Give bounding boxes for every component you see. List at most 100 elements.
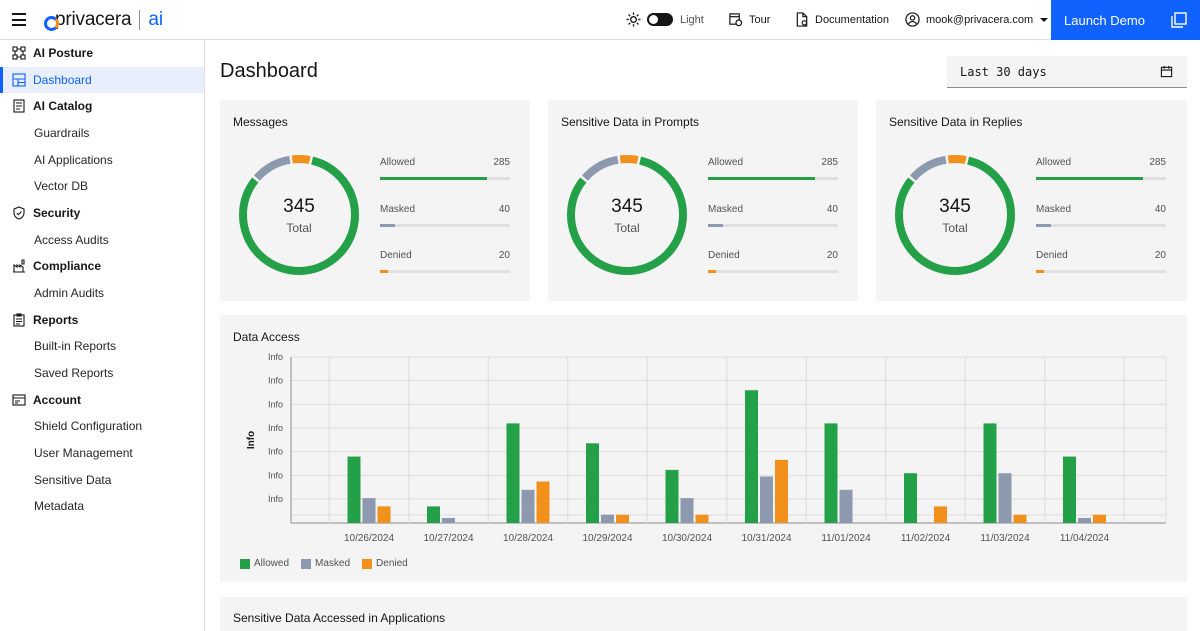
y-tick-label: Info	[268, 447, 283, 457]
bar-masked-11/04/2024[interactable]	[1078, 518, 1091, 523]
x-tick-label: 10/26/2024	[344, 533, 394, 544]
legend-swatch	[240, 558, 250, 569]
x-tick-label: 10/31/2024	[741, 533, 791, 544]
bar-denied-10/31/2024[interactable]	[775, 459, 788, 523]
sidebar-item-account[interactable]: Account	[0, 387, 204, 413]
bar-allowed-11/01/2024[interactable]	[824, 423, 838, 523]
bar-masked-10/27/2024[interactable]	[442, 518, 455, 523]
bar-masked-11/03/2024[interactable]	[998, 473, 1012, 523]
sidebar-item-user-management[interactable]: User Management	[0, 440, 204, 466]
donut-segment-allowed	[567, 155, 687, 275]
stat-progress-fill	[380, 224, 396, 227]
bar-allowed-11/02/2024[interactable]	[904, 473, 917, 523]
stat-track	[1036, 224, 1166, 227]
stat-track	[380, 224, 510, 227]
sidebar-item-ai-posture[interactable]: AI Posture	[0, 40, 204, 66]
sidebar-item-compliance[interactable]: Compliance	[0, 253, 204, 279]
bar-denied-11/04/2024[interactable]	[1093, 514, 1106, 523]
legend-item-allowed[interactable]: Allowed	[240, 558, 289, 569]
stat-value: 40	[1154, 204, 1166, 215]
user-menu[interactable]: mook@privacera.com	[905, 12, 1049, 27]
bar-denied-11/03/2024[interactable]	[1013, 514, 1027, 523]
y-axis-label: Info	[246, 431, 257, 449]
privacera-logo-icon	[44, 12, 59, 31]
bar-denied-10/28/2024[interactable]	[536, 481, 550, 524]
dashboard-icon	[12, 73, 26, 87]
sensitive-prompts-card: Sensitive Data in Prompts 345 Total Allo…	[548, 100, 858, 301]
bar-allowed-10/27/2024[interactable]	[427, 506, 440, 523]
sidebar-item-ai-applications[interactable]: AI Applications	[0, 147, 204, 173]
bar-allowed-11/03/2024[interactable]	[983, 423, 997, 523]
bar-allowed-11/04/2024[interactable]	[1063, 456, 1076, 523]
stat-denied: Denied 20	[708, 250, 838, 290]
bar-allowed-10/28/2024[interactable]	[506, 423, 520, 523]
sidebar-item-guardrails[interactable]: Guardrails	[0, 120, 204, 146]
sidebar-item-label: Access Audits	[34, 233, 109, 247]
date-range-picker[interactable]: Last 30 days	[947, 56, 1187, 88]
sidebar-item-metadata[interactable]: Metadata	[0, 493, 204, 519]
logo-divider	[139, 10, 141, 30]
sidebar-item-security[interactable]: Security	[0, 200, 204, 226]
sidebar-item-built-in-reports[interactable]: Built-in Reports	[0, 333, 204, 359]
tour-button[interactable]: Tour	[728, 12, 770, 27]
sidebar-item-sensitive-data[interactable]: Sensitive Data	[0, 467, 204, 493]
bar-allowed-10/31/2024[interactable]	[745, 390, 758, 523]
bar-allowed-10/29/2024[interactable]	[586, 443, 599, 523]
donut-total-label: Total	[286, 221, 312, 235]
messages-card: Messages 345 Total Allowed 285 Masked 40 D…	[220, 100, 530, 301]
user-email: mook@privacera.com	[926, 13, 1034, 26]
sidebar-item-ai-catalog[interactable]: AI Catalog	[0, 93, 204, 119]
sidebar-item-label: Dashboard	[33, 73, 92, 87]
sidebar-item-dashboard[interactable]: Dashboard	[0, 67, 204, 93]
sidebar-item-saved-reports[interactable]: Saved Reports	[0, 360, 204, 386]
bar-masked-10/30/2024[interactable]	[680, 498, 694, 523]
stat-name: Allowed	[1036, 157, 1072, 168]
stat-value: 285	[1149, 157, 1166, 168]
y-tick-label: Info	[268, 423, 283, 433]
sidebar-item-vector-db[interactable]: Vector DB	[0, 173, 204, 199]
sidebar-item-access-audits[interactable]: Access Audits	[0, 227, 204, 253]
bar-denied-10/30/2024[interactable]	[695, 514, 709, 523]
donut-segment-allowed	[239, 155, 359, 275]
y-tick-label: Info	[268, 399, 283, 409]
bar-masked-10/31/2024[interactable]	[760, 476, 773, 523]
bar-denied-10/29/2024[interactable]	[616, 514, 629, 523]
bar-masked-10/28/2024[interactable]	[521, 489, 535, 523]
bar-denied-11/02/2024[interactable]	[934, 506, 947, 523]
stat-track	[380, 177, 510, 180]
bar-masked-10/29/2024[interactable]	[601, 514, 614, 523]
bar-denied-10/26/2024[interactable]	[377, 506, 391, 523]
stat-name: Masked	[708, 204, 744, 215]
chart-title: Data Access	[233, 330, 300, 344]
launch-demo-button[interactable]: Launch Demo	[1051, 0, 1200, 40]
sun-icon	[626, 12, 641, 27]
sidebar-item-admin-audits[interactable]: Admin Audits	[0, 280, 204, 306]
stat-masked: Masked 40	[1036, 204, 1166, 244]
legend-item-denied[interactable]: Denied	[362, 558, 408, 569]
document-icon	[796, 12, 808, 27]
sidebar-item-shield-configuration[interactable]: Shield Configuration	[0, 413, 204, 439]
bar-allowed-10/30/2024[interactable]	[665, 469, 679, 523]
bar-allowed-10/26/2024[interactable]	[347, 456, 361, 523]
sidebar-item-label: Security	[33, 206, 81, 220]
donut-segment-allowed	[895, 155, 1015, 275]
page-title: Dashboard	[220, 60, 318, 82]
donut-chart	[239, 155, 359, 275]
sidebar-item-label: Guardrails	[34, 126, 90, 140]
logo[interactable]: privacera ai	[44, 9, 163, 31]
sensitive-replies-card: Sensitive Data in Replies 345 Total Allo…	[876, 100, 1187, 301]
stat-value: 285	[493, 157, 510, 168]
data-access-card: Data Access Info Info Info Info Info Info Info…	[220, 315, 1187, 582]
sidebar-item-label: Metadata	[34, 499, 85, 513]
bar-masked-10/26/2024[interactable]	[362, 498, 376, 523]
documentation-link[interactable]: Documentation	[795, 12, 889, 27]
theme-toggle[interactable]: Light	[626, 12, 704, 27]
sidebar-item-reports[interactable]: Reports	[0, 307, 204, 333]
sidebar-item-label: Vector DB	[34, 179, 89, 193]
stat-denied: Denied 20	[1036, 250, 1166, 290]
menu-icon[interactable]	[12, 13, 26, 26]
stat-track	[1036, 177, 1166, 180]
legend-item-masked[interactable]: Masked	[301, 558, 350, 569]
bar-masked-11/01/2024[interactable]	[839, 489, 853, 523]
theme-switch[interactable]	[647, 13, 673, 26]
